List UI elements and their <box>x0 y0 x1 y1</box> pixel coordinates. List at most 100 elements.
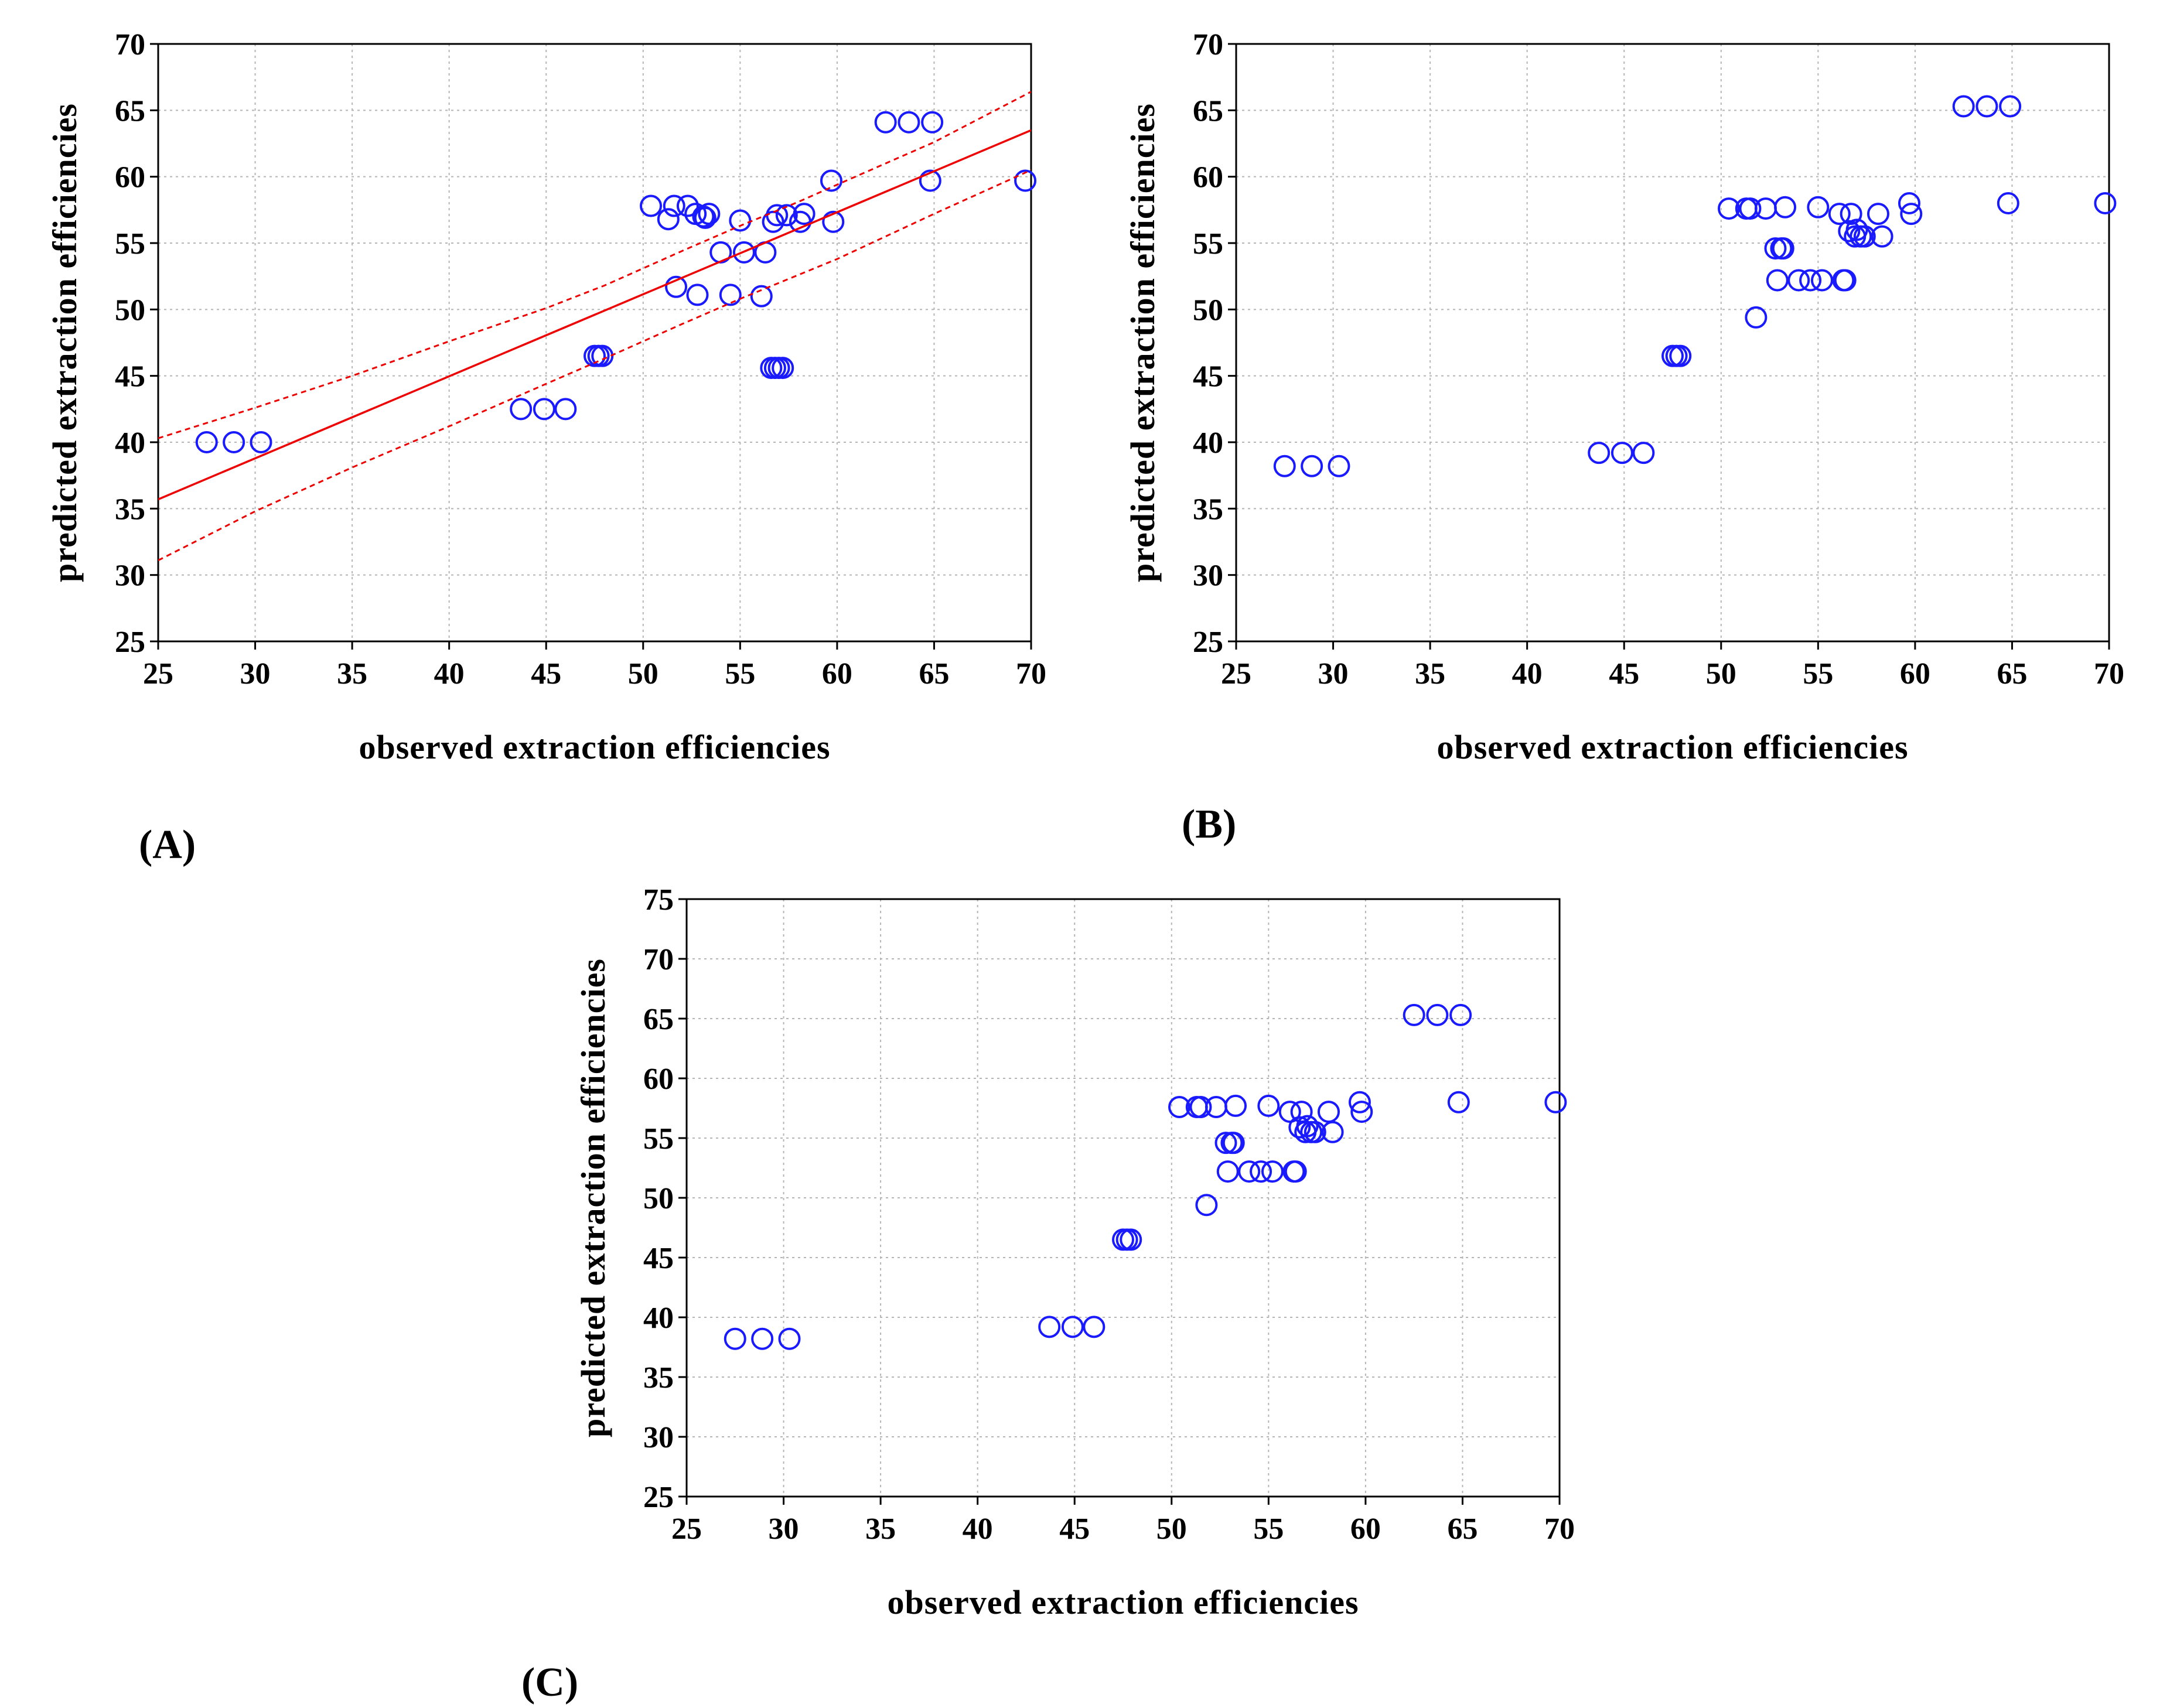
panel-b-y-tick-label-1: 30 <box>1193 559 1223 593</box>
panel-b-x-tick-label-2: 35 <box>1415 657 1445 691</box>
panel-c-point-20 <box>1250 1160 1272 1183</box>
panel-c-point-34 <box>1348 1091 1371 1113</box>
panel-a-y-tick-label-9: 70 <box>115 28 145 62</box>
panel-b-point-38 <box>1999 95 2022 118</box>
panel-a-y-tick-label-7: 60 <box>115 161 145 194</box>
panel-b-point-23 <box>1828 203 1851 226</box>
panel-b-y-tick-label-9: 70 <box>1193 28 1223 62</box>
panel-c-point-23 <box>1278 1101 1301 1123</box>
panel-a-y-tick-label-3: 40 <box>115 426 145 460</box>
panel-b-point-20 <box>1799 269 1822 292</box>
panel-a-point-13 <box>676 194 699 217</box>
panel-c-point-39 <box>1447 1091 1470 1113</box>
panel-b-point-17 <box>1774 196 1797 218</box>
panel-c-point-38 <box>1449 1003 1472 1026</box>
panel-a-point-11 <box>663 194 685 217</box>
panel-b-point-22 <box>1810 269 1833 292</box>
panel-c-x-tick-label-0: 25 <box>671 1512 702 1546</box>
panel-a-point-36 <box>874 111 897 134</box>
panel-a-point-23 <box>750 285 773 308</box>
panel-c-x-tick-label-9: 70 <box>1544 1512 1575 1546</box>
panel-c-point-3 <box>1038 1316 1061 1338</box>
panel-a-plot-frame <box>157 43 1032 643</box>
panel-a-point-37 <box>898 111 920 134</box>
panel-a-point-15 <box>686 283 709 306</box>
panel-a-x-tick-label-4: 45 <box>531 657 561 691</box>
panel-c-point-37 <box>1426 1003 1449 1026</box>
panel-c-x-tick-label-3: 40 <box>963 1512 993 1546</box>
panel-a-y-axis-label: predicted extraction efficiencies <box>46 103 84 582</box>
panel-b-point-25 <box>1834 269 1857 292</box>
panel-b-x-tick-label-6: 55 <box>1803 657 1833 691</box>
panel-b-point-15 <box>1766 269 1789 292</box>
panel-a-point-39 <box>919 169 941 192</box>
panel-c-point-40 <box>1544 1091 1567 1113</box>
panel-c-x-tick-label-6: 55 <box>1253 1512 1284 1546</box>
panel-c-point-25 <box>1284 1160 1307 1183</box>
panel-a-point-18 <box>694 206 716 229</box>
panel-c-point-15 <box>1216 1160 1239 1183</box>
panel-c-point-12 <box>1195 1194 1218 1217</box>
panel-a-confidence-line-2 <box>158 91 1031 439</box>
panel-a-point-17 <box>698 203 721 226</box>
panel-c-point-29 <box>1296 1115 1319 1137</box>
panel-a-point-20 <box>719 283 742 306</box>
panel-a-y-tick-label-2: 35 <box>115 493 145 526</box>
panel-b-point-35 <box>1900 203 1923 226</box>
panel-b-plot-frame <box>1235 43 2110 643</box>
panel-a-point-9 <box>640 194 663 217</box>
panel-b-x-axis-label: observed extraction efficiencies <box>1437 728 1908 766</box>
panel-b-x-tick-label-7: 60 <box>1900 657 1930 691</box>
panel-a-x-tick-label-6: 55 <box>725 657 755 691</box>
panel-b-point-11 <box>1739 197 1762 220</box>
panel-b-point-3 <box>1588 442 1611 464</box>
panel-b-point-13 <box>1754 197 1777 220</box>
panel-a: 25 30 35 40 45 50 55 60 65 70 25 30 35 40 45 50 55 60 65 70… <box>46 28 1046 867</box>
panel-b: 25 30 35 40 45 50 55 60 65 70 25 30 35 40 45 50 55 60 65 70… <box>1124 28 2124 847</box>
panel-b-x-tick-label-5: 50 <box>1706 657 1736 691</box>
panel-a-point-4 <box>533 398 555 421</box>
panel-c-point-13 <box>1205 1095 1227 1118</box>
panel-c-x-axis-label: observed extraction efficiencies <box>887 1583 1359 1621</box>
panel-c-point-26 <box>1288 1116 1311 1139</box>
panel-c-x-tick-label-5: 50 <box>1156 1512 1187 1546</box>
panel-b-y-tick-label-4: 45 <box>1193 360 1223 394</box>
panel-c-y-tick-label-6: 55 <box>643 1122 674 1156</box>
panel-b-point-33 <box>1871 225 1893 248</box>
panel-c-y-tick-label-7: 60 <box>643 1063 674 1096</box>
panel-b-point-14 <box>1764 237 1787 260</box>
panel-c-x-tick-label-8: 65 <box>1447 1512 1478 1546</box>
panel-c-point-17 <box>1224 1094 1247 1117</box>
panel-c-y-tick-label-5: 50 <box>643 1182 674 1215</box>
panel-b-point-27 <box>1840 203 1862 226</box>
panel-c-point-2 <box>778 1327 801 1350</box>
panel-c-x-tick-label-1: 30 <box>769 1512 799 1546</box>
panel-a-point-0 <box>195 431 218 453</box>
panel-b-point-9 <box>1718 197 1741 220</box>
panel-a-point-35 <box>822 210 845 233</box>
panel-a-point-40 <box>1014 169 1037 192</box>
panel-a-point-22 <box>732 241 755 264</box>
panel-a-regression-line <box>158 129 1031 501</box>
panel-a-x-tick-label-2: 35 <box>337 657 367 691</box>
panel-c-x-tick-label-7: 60 <box>1350 1512 1381 1546</box>
panel-c-point-18 <box>1222 1132 1245 1154</box>
panel-b-point-19 <box>1787 269 1810 292</box>
panel-c-point-22 <box>1261 1160 1284 1183</box>
panel-a-y-tick-label-5: 50 <box>115 293 145 327</box>
panel-b-x-tick-label-0: 25 <box>1221 657 1251 691</box>
panel-c-point-31 <box>1304 1121 1326 1143</box>
panel-c-y-tick-label-10: 75 <box>643 883 674 917</box>
panel-c-point-14 <box>1214 1132 1237 1154</box>
panel-b-point-2 <box>1328 455 1350 477</box>
panel-a-point-3 <box>510 398 533 421</box>
panel-b-point-39 <box>1997 192 2019 214</box>
panel-b-x-tick-label-9: 70 <box>2094 657 2124 691</box>
panel-b-y-tick-label-6: 55 <box>1193 227 1223 261</box>
panel-b-point-34 <box>1898 192 1920 214</box>
panel-a-x-tick-label-5: 50 <box>628 657 658 691</box>
panel-c-x-tick-label-4: 45 <box>1059 1512 1090 1546</box>
panel-a-point-12 <box>665 275 688 298</box>
panel-b-letter: (B) <box>1182 802 1236 847</box>
